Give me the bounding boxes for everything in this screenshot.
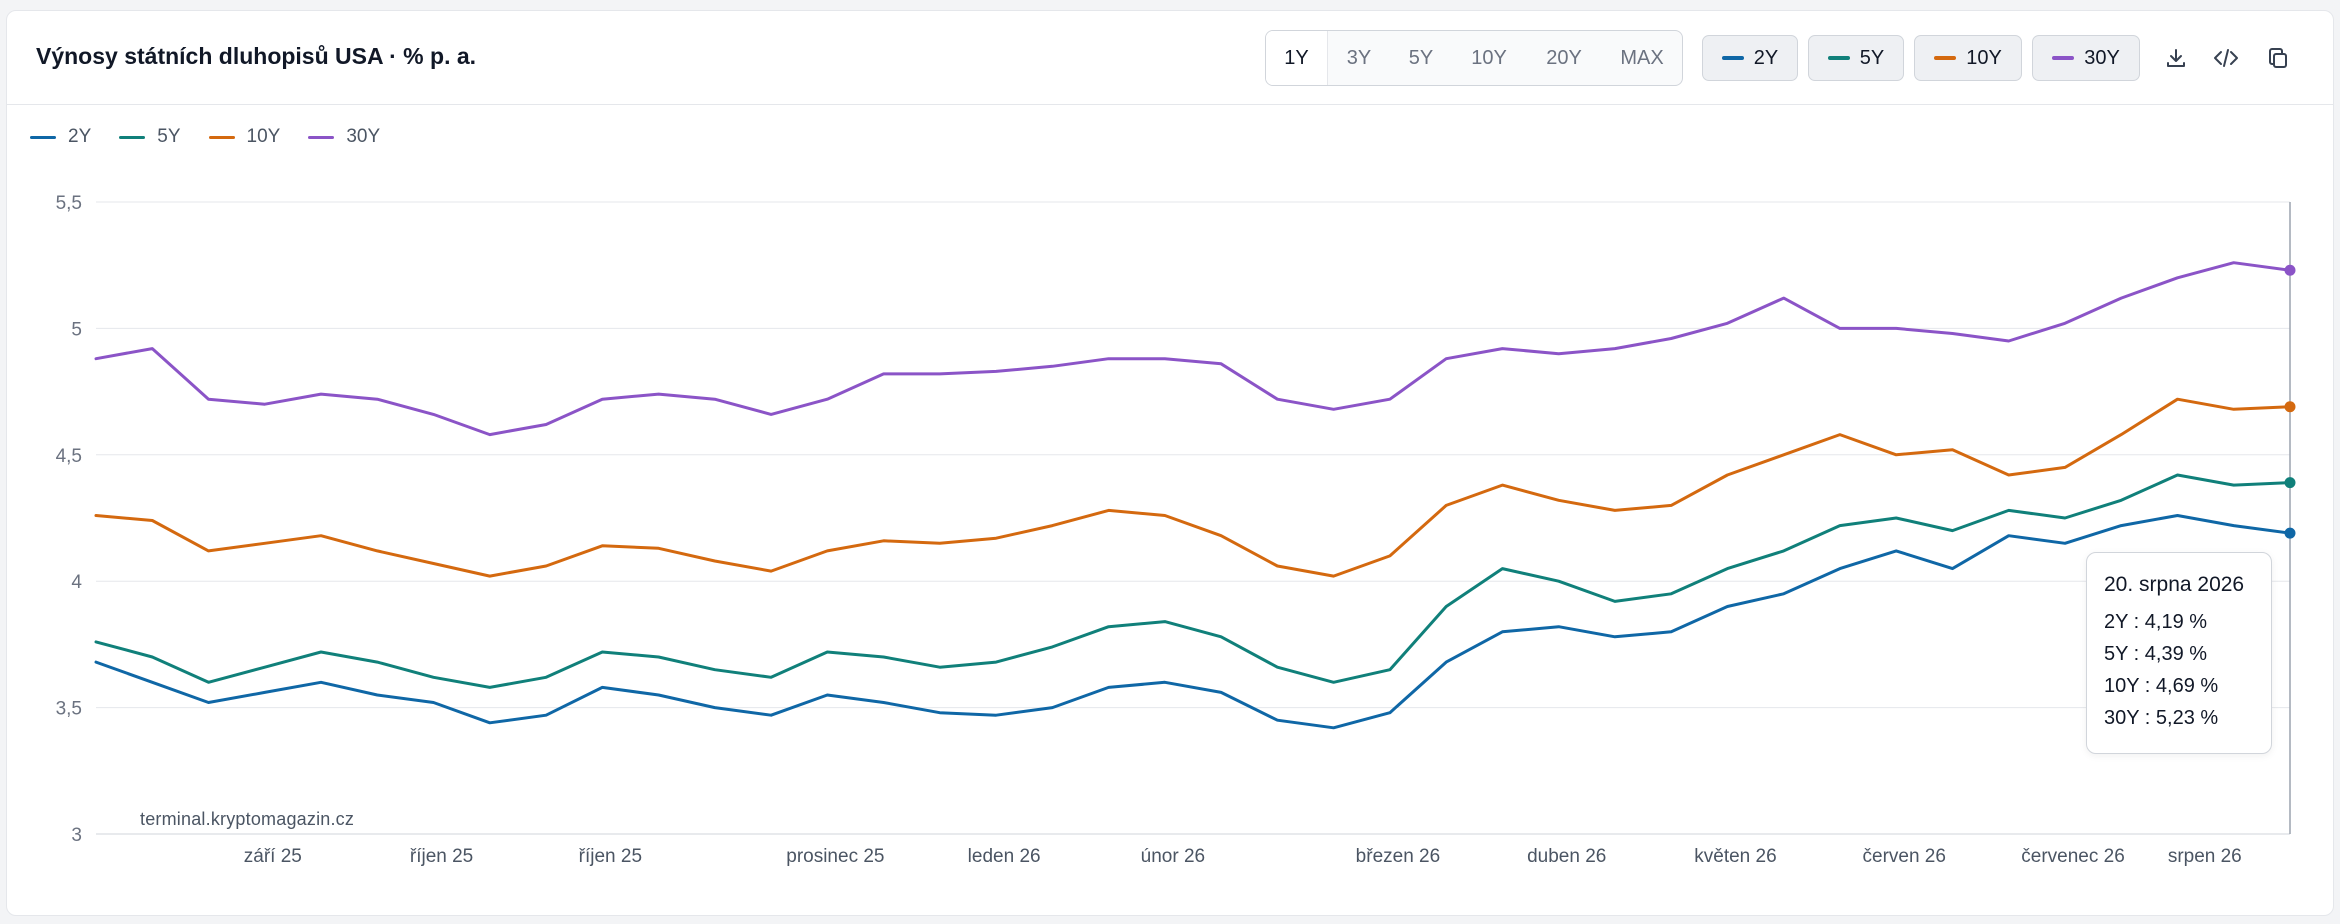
download-icon [2167,49,2185,67]
series-5y-swatch [1827,56,1850,60]
series-10y-swatch [1934,56,1957,60]
series-point-5y [2284,477,2296,489]
legend-item-30y[interactable]: 30Y [308,126,380,148]
series-toggle-5y[interactable]: 5Y [1808,35,1904,81]
series-toggle-label: 10Y [1966,46,2002,69]
x-tick-label: květen 26 [1694,846,1776,867]
chart-legend: 2Y 5Y 10Y 30Y [30,126,380,148]
range-1y-button[interactable]: 1Y [1266,31,1328,85]
range-selector: 1Y 3Y 5Y 10Y 20Y MAX [1265,30,1683,86]
x-tick-label: únor 26 [1141,846,1205,867]
y-tick-label: 4,5 [56,446,82,467]
tooltip-row-30y: 30Y : 5,23 % [2104,707,2219,729]
range-20y-button[interactable]: 20Y [1546,46,1582,69]
x-tick-label: červenec 26 [2021,846,2125,867]
copy-button[interactable] [2259,39,2297,77]
x-tick-label: červen 26 [1863,846,1946,867]
y-tick-label: 3 [71,825,82,846]
series-2y-swatch [1721,56,1744,60]
series-toggle-10y[interactable]: 10Y [1914,35,2022,81]
chart-title: Výnosy státních dluhopisů USA · % p. a. [36,43,477,69]
series-30y-swatch [2052,56,2075,60]
series-line-30y [94,261,2292,437]
series-point-2y [2284,527,2296,539]
copy-icon [2269,48,2287,68]
chart-tooltip: 20. srpna 2026 2Y : 4,19 % 5Y : 4,39 % 1… [2086,552,2272,754]
range-3y-button[interactable]: 3Y [1346,46,1372,69]
download-button[interactable] [2157,39,2195,77]
y-tick-label: 5,5 [56,193,82,214]
tooltip-row-5y: 5Y : 4,39 % [2104,643,2208,665]
legend-5y-swatch [119,135,146,139]
series-toggle-label: 5Y [1859,46,1885,69]
x-tick-label: srpen 26 [2168,846,2242,867]
series-line-10y [94,397,2292,578]
series-toggle-label: 2Y [1753,46,1779,69]
y-tick-label: 3,5 [56,699,82,720]
legend-2y-swatch [30,135,56,139]
tooltip-row-2y: 2Y : 4,19 % [2104,611,2208,633]
watermark: terminal.kryptomagazin.cz [140,809,355,829]
legend-label: 2Y [68,126,92,147]
range-max-button[interactable]: MAX [1620,46,1664,69]
chart-card: Výnosy státních dluhopisů USA · % p. a. … [6,10,2334,916]
y-tick-label: 5 [71,319,82,340]
legend-label: 10Y [246,126,281,147]
range-10y-button[interactable]: 10Y [1471,46,1507,69]
legend-item-2y[interactable]: 2Y [30,126,91,148]
legend-label: 30Y [346,126,381,147]
series-point-10y [2284,401,2296,413]
y-tick-label: 4 [71,572,82,593]
x-tick-label: říjen 25 [410,846,473,867]
series-point-30y [2284,264,2296,276]
legend-30y-swatch [308,135,335,139]
x-tick-label: říjen 25 [579,846,642,867]
code-icon [2214,49,2238,67]
series-line-5y [94,473,2292,689]
series-toggle-2y[interactable]: 2Y [1702,35,1798,81]
tooltip-row-10y: 10Y : 4,69 % [2104,675,2219,697]
x-tick-label: duben 26 [1527,846,1606,867]
legend-10y-swatch [208,135,235,139]
tooltip-date: 20. srpna 2026 [2104,573,2245,596]
series-toggle-label: 30Y [2084,46,2120,69]
x-tick-label: prosinec 25 [786,846,884,867]
legend-label: 5Y [157,126,181,147]
legend-item-5y[interactable]: 5Y [119,126,181,148]
x-tick-label: leden 26 [968,846,1041,867]
x-tick-label: březen 26 [1356,846,1441,867]
range-5y-button[interactable]: 5Y [1408,46,1434,69]
series-line-2y [94,514,2292,730]
legend-item-10y[interactable]: 10Y [208,126,281,148]
chart-header: Výnosy státních dluhopisů USA · % p. a. … [7,11,2333,105]
x-tick-label: září 25 [244,846,302,867]
embed-code-button[interactable] [2207,39,2245,77]
series-toggle-30y[interactable]: 30Y [2032,35,2140,81]
